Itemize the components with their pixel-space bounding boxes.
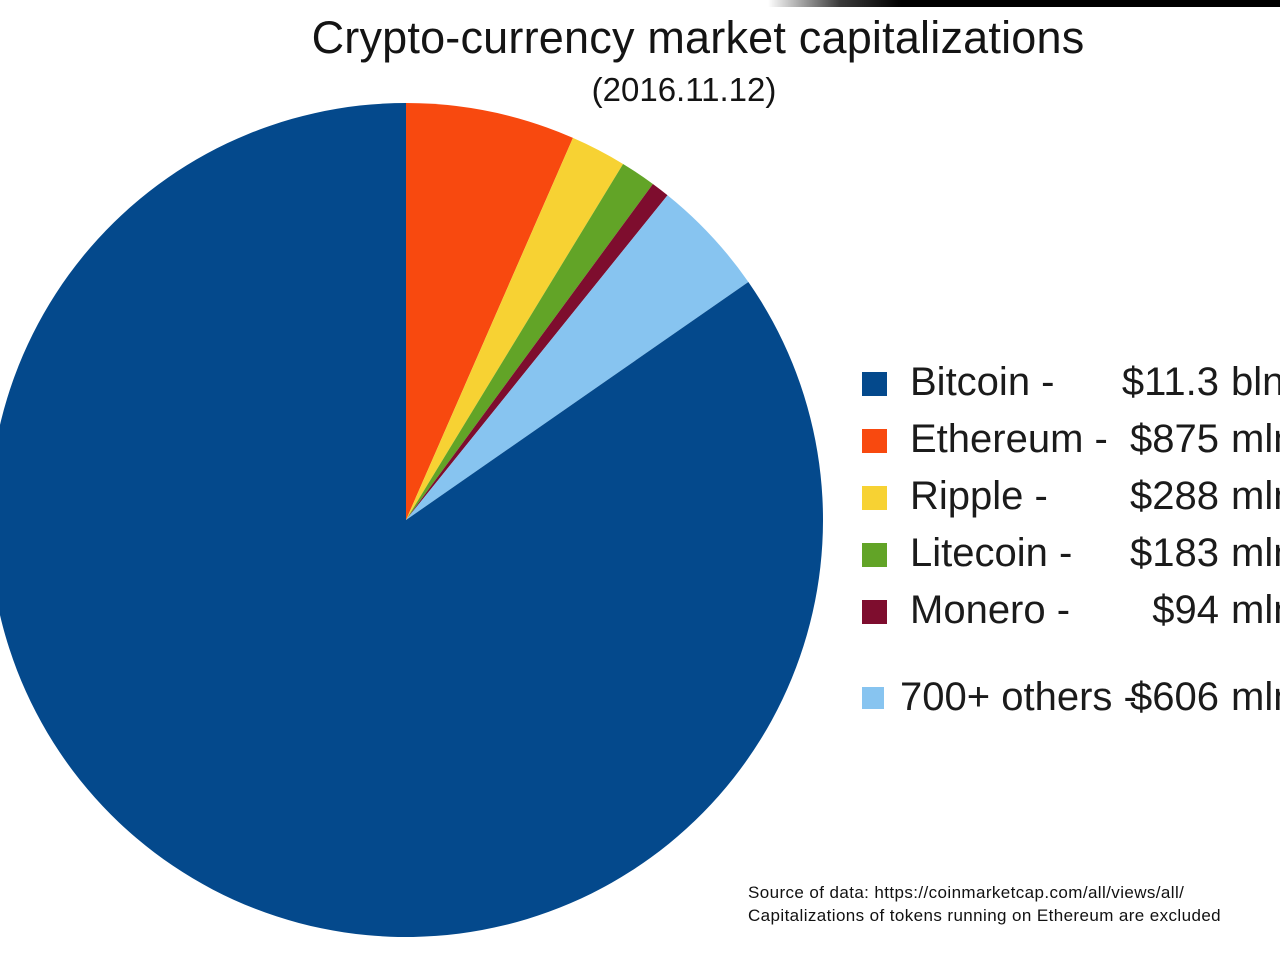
legend-value: $606 xyxy=(1130,675,1219,719)
legend-swatch-ethereum xyxy=(862,429,887,453)
legend-swatch-others xyxy=(862,687,884,709)
legend-value: $875 xyxy=(1130,417,1219,461)
legend-row-others: 700+ others - $606 mln xyxy=(862,677,1280,721)
legend-swatch-litecoin xyxy=(862,543,887,567)
legend-value: $94 xyxy=(1152,588,1219,632)
legend-value: $11.3 xyxy=(1121,360,1219,404)
source-note-line1: Source of data: https://coinmarketcap.co… xyxy=(748,883,1185,902)
legend-unit: mln xyxy=(1231,675,1280,719)
legend-unit: mln xyxy=(1231,531,1280,575)
pie-slice-bitcoin xyxy=(0,103,824,937)
chart-subtitle: (2016.11.12) xyxy=(591,71,777,108)
legend-label: Ethereum - xyxy=(910,417,1108,461)
legend-row-bitcoin: Bitcoin - $11.3 bln xyxy=(862,362,1280,406)
legend-unit: mln xyxy=(1231,588,1280,632)
legend-label: Litecoin - xyxy=(910,531,1073,575)
legend-row-ripple: Ripple - $288 mln xyxy=(862,476,1280,520)
legend-label: 700+ others - xyxy=(900,675,1137,719)
source-note: Source of data: https://coinmarketcap.co… xyxy=(748,881,1221,927)
legend-unit: bln xyxy=(1231,360,1280,404)
pie-slice-700-others xyxy=(406,195,749,520)
legend-unit: mln xyxy=(1231,474,1280,518)
pie-slice-ripple xyxy=(406,137,624,520)
pie-slice-ethereum xyxy=(406,102,573,520)
legend-label: Bitcoin - xyxy=(910,360,1055,404)
legend-value: $288 xyxy=(1130,474,1219,518)
top-edge-artifact xyxy=(768,0,1280,7)
chart-title: Crypto-currency market capitalizations xyxy=(311,12,1085,63)
source-note-line2: Capitalizations of tokens running on Eth… xyxy=(748,906,1222,925)
legend-swatch-bitcoin xyxy=(862,372,887,396)
legend-row-monero: Monero - $94 mln xyxy=(862,590,1280,634)
legend-row-ethereum: Ethereum - $875 mln xyxy=(862,419,1280,463)
legend-swatch-monero xyxy=(862,600,887,624)
legend-swatch-ripple xyxy=(862,486,887,510)
legend-label: Ripple - xyxy=(910,474,1048,518)
pie-slice-monero xyxy=(406,183,668,520)
pie-slice-litecoin xyxy=(406,163,653,520)
legend-value: $183 xyxy=(1130,531,1219,575)
legend-unit: mln xyxy=(1231,417,1280,461)
legend-row-litecoin: Litecoin - $183 mln xyxy=(862,533,1280,577)
legend-label: Monero - xyxy=(910,588,1071,632)
